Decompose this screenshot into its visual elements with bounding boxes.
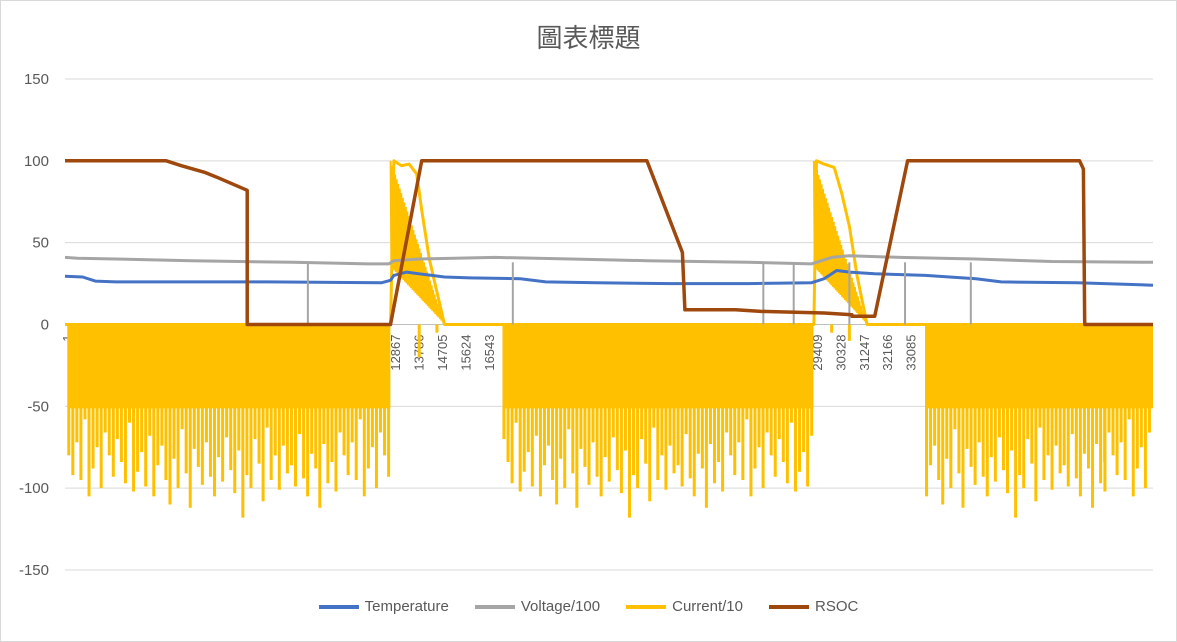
y-tick-label: -100 <box>19 480 49 497</box>
x-tick-label: 31247 <box>857 335 872 371</box>
series-current-charge <box>864 319 868 324</box>
series-current-charge <box>436 303 440 318</box>
series-current-charge <box>819 179 822 274</box>
x-tick-label: 12867 <box>388 335 403 371</box>
series-current-charge <box>421 257 425 302</box>
series-current-charge <box>814 165 818 269</box>
x-tick-label: 14705 <box>435 335 450 371</box>
series-current-charge <box>409 220 413 289</box>
x-tick-label: 30328 <box>833 335 848 371</box>
x-tick-label: 29409 <box>810 335 825 371</box>
series-current-charge <box>849 273 853 307</box>
legend-swatch <box>626 604 667 609</box>
series-rsoc-line <box>65 159 1153 327</box>
series-current-charge <box>852 282 856 310</box>
series-current-charge <box>858 301 862 317</box>
legend-label: RSOC <box>815 598 859 615</box>
series-current-charge <box>401 197 405 281</box>
series-current-charge <box>433 294 437 315</box>
legend-swatch <box>318 604 359 609</box>
series-current-charge <box>389 160 393 268</box>
series-current-charge <box>825 198 828 281</box>
series-current-charge <box>394 174 397 273</box>
series-voltage-line <box>64 254 1154 266</box>
series-current-charge <box>426 271 429 306</box>
series-current-charge <box>419 253 423 300</box>
series-current-charge <box>853 287 857 312</box>
legend: Temperature Voltage/100 Current/10 RSOC <box>0 598 1177 615</box>
series-current-charge <box>812 160 816 268</box>
series-current-charge <box>410 225 414 290</box>
series-current-charge <box>846 263 850 304</box>
series-current-charge <box>391 165 394 269</box>
y-tick-label: 50 <box>32 235 49 252</box>
series-current-charge <box>850 277 854 309</box>
series-current-charge <box>838 240 842 296</box>
x-tick-label: 33085 <box>904 335 919 371</box>
series-current-charge <box>823 193 827 279</box>
series-current-charge <box>855 291 859 314</box>
y-tick-label: 150 <box>24 71 49 88</box>
y-tick-label: -50 <box>27 398 49 415</box>
series-current-charge <box>430 285 434 311</box>
x-tick-label: 16543 <box>482 335 497 371</box>
series-current-charge <box>822 188 825 278</box>
series-current-charge <box>843 254 847 300</box>
series-current-charge <box>844 259 848 302</box>
series-current-charge <box>817 174 821 273</box>
series-current-charge <box>832 221 836 289</box>
series-current-charge <box>856 296 860 315</box>
chart-title: 圖表標題 <box>536 24 641 54</box>
series-current-charge <box>392 170 396 271</box>
x-tick-label: 32166 <box>880 335 895 371</box>
series-current-charge <box>439 312 443 321</box>
y-tick-label: 100 <box>24 153 49 170</box>
series-current-charge <box>837 235 840 294</box>
legend-label: Voltage/100 <box>520 598 601 615</box>
series-current-charge <box>831 216 834 287</box>
legend-swatch <box>474 604 515 609</box>
series-current-charge <box>395 179 399 274</box>
y-tick-label: 0 <box>41 317 49 334</box>
series-current-charge <box>435 299 438 316</box>
y-tick-label: -150 <box>19 562 49 579</box>
legend-label: Temperature <box>364 598 449 615</box>
legend-swatch <box>769 604 809 609</box>
series-current-charge <box>413 234 417 294</box>
series-current-charge <box>398 188 402 277</box>
x-tick-label: 15624 <box>458 335 473 371</box>
legend-item: Voltage/100 <box>474 598 601 615</box>
legend-label: Current/10 <box>672 598 743 615</box>
series-current-charge <box>415 239 419 295</box>
series-current-charge <box>416 243 420 297</box>
series-current-charge <box>423 262 426 303</box>
legend-item: Current/10 <box>626 598 743 615</box>
series-current-charge <box>815 170 819 271</box>
legend-item: Temperature <box>318 598 449 615</box>
series-current-charge <box>826 202 830 282</box>
series-current-charge <box>427 276 431 308</box>
series-current-charge <box>835 230 839 292</box>
series-current-charge <box>432 289 435 313</box>
series-current-charge <box>828 207 831 284</box>
series-temperature-line <box>64 269 1154 287</box>
legend-item: RSOC <box>769 598 858 615</box>
series-current-charge <box>442 321 446 325</box>
series-current-charge <box>429 280 432 310</box>
series-current-charge <box>441 317 444 323</box>
series-current-charge <box>438 308 441 319</box>
